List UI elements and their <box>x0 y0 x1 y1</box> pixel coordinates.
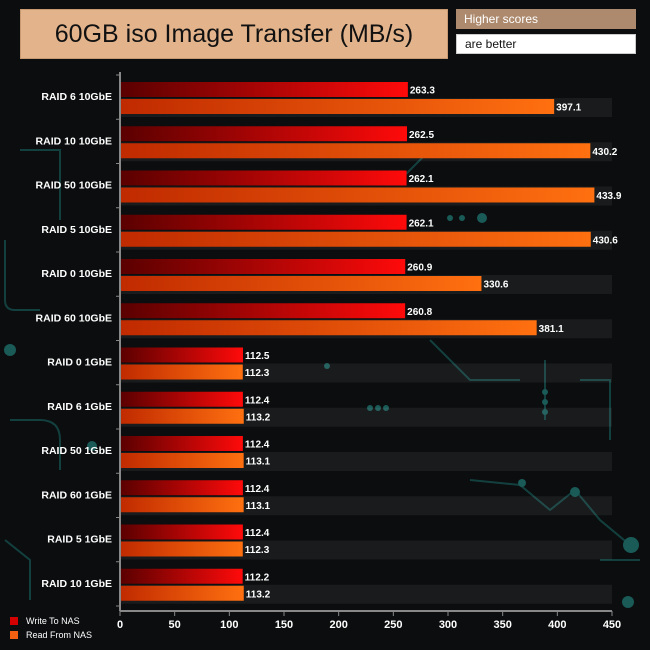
x-tick-label: 0 <box>117 619 123 631</box>
x-tick-label: 250 <box>384 619 402 631</box>
read-bar <box>120 99 555 114</box>
are-better-note: are better <box>456 34 636 54</box>
row-band <box>120 540 612 560</box>
write-value-label: 263.3 <box>410 86 435 97</box>
write-bar <box>120 214 407 230</box>
x-tick-label: 50 <box>169 619 181 631</box>
write-value-label: 112.4 <box>245 528 270 539</box>
write-value-label: 260.9 <box>407 263 432 274</box>
category-label: RAID 60 10GbE <box>36 312 112 324</box>
write-bar <box>120 480 243 496</box>
x-tick-label: 100 <box>220 619 238 631</box>
read-bar <box>120 276 482 291</box>
read-bar <box>120 453 244 468</box>
category-label: RAID 6 10GbE <box>41 91 112 103</box>
write-value-label: 262.1 <box>409 218 434 229</box>
write-bar <box>120 568 243 584</box>
write-bar <box>120 259 406 274</box>
legend-item-read: Read From NAS <box>10 628 92 642</box>
chart-title: 60GB iso Image Transfer (MB/s) <box>20 9 448 59</box>
legend-item-write: Write To NAS <box>10 614 92 628</box>
category-label: RAID 5 1GbE <box>47 534 112 546</box>
read-value-label: 430.2 <box>592 147 617 158</box>
read-bar <box>120 541 243 557</box>
read-value-label: 113.2 <box>246 589 271 600</box>
write-value-label: 112.2 <box>245 572 270 583</box>
legend-label-write: Write To NAS <box>26 616 80 626</box>
read-value-label: 113.1 <box>246 457 271 468</box>
read-bar <box>120 231 591 247</box>
higher-scores-note: Higher scores <box>456 9 636 29</box>
x-tick-label: 150 <box>275 619 293 631</box>
write-bar <box>120 170 407 186</box>
write-bar <box>120 347 243 363</box>
write-value-label: 112.4 <box>245 395 270 406</box>
write-value-label: 112.4 <box>245 484 270 495</box>
read-value-label: 330.6 <box>483 280 508 291</box>
legend-swatch-write <box>10 617 18 625</box>
legend-swatch-read <box>10 631 18 639</box>
write-value-label: 112.4 <box>245 440 270 451</box>
write-bar <box>120 436 243 451</box>
x-tick-label: 400 <box>548 619 566 631</box>
category-label: RAID 0 10GbE <box>41 268 112 280</box>
write-bar <box>120 391 243 407</box>
read-value-label: 112.3 <box>245 545 270 556</box>
write-bar <box>120 303 406 319</box>
category-label: RAID 10 10GbE <box>36 135 112 147</box>
read-bar <box>120 143 591 159</box>
read-bar <box>120 187 595 203</box>
write-bar <box>120 524 243 540</box>
x-tick-label: 350 <box>493 619 511 631</box>
read-value-label: 113.1 <box>246 501 271 512</box>
category-label: RAID 5 10GbE <box>41 224 112 236</box>
write-value-label: 112.5 <box>245 351 270 362</box>
category-label: RAID 10 1GbE <box>41 578 112 590</box>
x-tick-label: 450 <box>603 619 621 631</box>
read-value-label: 433.9 <box>596 191 621 202</box>
write-value-label: 262.5 <box>409 130 434 141</box>
x-tick-label: 300 <box>439 619 457 631</box>
legend: Write To NAS Read From NAS <box>10 614 92 642</box>
write-value-label: 260.8 <box>407 307 432 318</box>
read-bar <box>120 585 244 601</box>
circuit-dots <box>4 213 639 608</box>
category-label: RAID 50 1GbE <box>41 445 112 457</box>
category-label: RAID 0 1GbE <box>47 357 112 369</box>
read-value-label: 430.6 <box>593 235 618 246</box>
read-bar <box>120 364 243 380</box>
read-value-label: 112.3 <box>245 368 270 379</box>
row-band <box>120 363 612 383</box>
read-bar <box>120 320 537 336</box>
write-bar <box>120 82 408 97</box>
read-value-label: 113.2 <box>246 412 271 423</box>
write-value-label: 262.1 <box>409 174 434 185</box>
read-bar <box>120 408 244 424</box>
x-tick-label: 200 <box>329 619 347 631</box>
category-label: RAID 50 10GbE <box>36 180 112 192</box>
write-bar <box>120 126 407 142</box>
read-value-label: 381.1 <box>539 324 564 335</box>
read-bar <box>120 497 244 513</box>
category-label: RAID 6 1GbE <box>47 401 112 413</box>
category-label: RAID 60 1GbE <box>41 489 112 501</box>
read-value-label: 397.1 <box>556 103 581 114</box>
legend-label-read: Read From NAS <box>26 630 93 640</box>
